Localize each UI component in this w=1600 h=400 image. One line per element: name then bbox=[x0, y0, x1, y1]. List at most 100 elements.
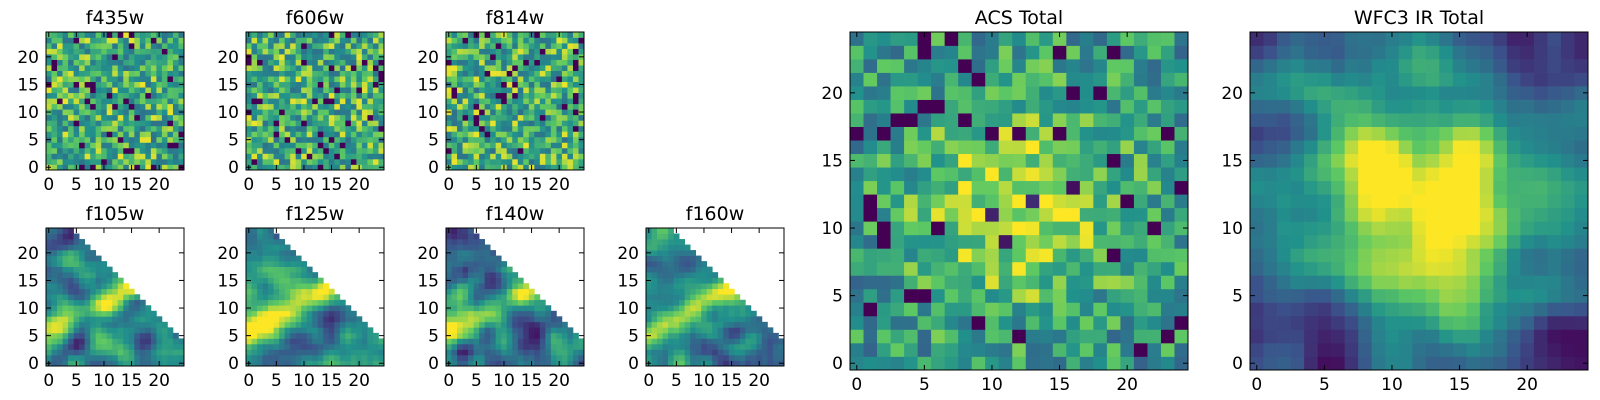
heatmap-cell bbox=[1506, 86, 1521, 100]
heatmap-cell bbox=[306, 43, 313, 49]
heatmap-cell bbox=[490, 59, 497, 66]
heatmap-cell bbox=[1277, 248, 1291, 263]
heatmap-cell bbox=[462, 316, 469, 323]
heatmap-cell bbox=[706, 332, 713, 339]
heatmap-cell bbox=[84, 76, 91, 83]
heatmap-cell bbox=[1344, 315, 1359, 330]
heatmap-cell bbox=[262, 239, 269, 245]
heatmap-cell bbox=[339, 70, 346, 77]
heatmap-cell bbox=[257, 233, 263, 240]
heatmap-cell bbox=[971, 194, 986, 209]
heatmap-cell bbox=[561, 164, 568, 171]
heatmap-cell bbox=[451, 316, 458, 323]
heatmap-cell bbox=[295, 310, 302, 317]
heatmap-cell bbox=[339, 76, 346, 83]
heatmap-cell bbox=[506, 65, 513, 71]
heatmap-cell bbox=[251, 131, 258, 138]
heatmap-cell bbox=[273, 120, 280, 127]
heatmap-cell bbox=[646, 299, 652, 306]
heatmap-cell bbox=[917, 234, 932, 249]
heatmap-cell bbox=[51, 310, 58, 317]
heatmap-cell bbox=[79, 59, 85, 66]
heatmap-cell bbox=[479, 92, 485, 99]
heatmap-cell bbox=[51, 255, 58, 262]
heatmap-cell bbox=[317, 125, 324, 132]
heatmap-cell bbox=[145, 32, 152, 38]
heatmap-cell bbox=[679, 272, 685, 279]
heatmap-cell bbox=[117, 114, 124, 121]
heatmap-cell bbox=[145, 349, 152, 356]
heatmap-cell bbox=[51, 239, 58, 245]
heatmap-cell bbox=[462, 81, 469, 88]
heatmap-cell bbox=[739, 343, 746, 350]
heatmap-cell bbox=[462, 125, 469, 132]
heatmap-cell bbox=[484, 316, 491, 323]
heatmap-cell bbox=[57, 153, 63, 160]
heatmap-cell bbox=[545, 98, 552, 105]
heatmap-cell bbox=[1547, 261, 1562, 276]
heatmap-cell bbox=[95, 354, 102, 361]
heatmap-cell bbox=[139, 316, 146, 323]
x-tick-label: 0 bbox=[243, 371, 254, 391]
heatmap-cell bbox=[706, 266, 713, 273]
heatmap-cell bbox=[550, 136, 557, 143]
heatmap-cell bbox=[646, 266, 652, 273]
heatmap-cell bbox=[1371, 99, 1386, 114]
heatmap-cell bbox=[172, 59, 179, 66]
heatmap-cell bbox=[1452, 248, 1467, 263]
heatmap-cell bbox=[446, 48, 452, 55]
heatmap-cell bbox=[145, 87, 152, 94]
heatmap-cell bbox=[301, 147, 308, 154]
heatmap-cell bbox=[317, 332, 324, 339]
heatmap-cell bbox=[646, 349, 652, 356]
heatmap-cell bbox=[312, 81, 319, 88]
heatmap-cell bbox=[734, 294, 741, 301]
heatmap-cell bbox=[657, 277, 663, 284]
heatmap-cell bbox=[1520, 153, 1535, 168]
heatmap-cell bbox=[1106, 153, 1121, 168]
heatmap-cell bbox=[150, 321, 157, 328]
heatmap-cell bbox=[690, 321, 697, 328]
x-tick-label: 10 bbox=[693, 371, 715, 391]
heatmap-cell bbox=[651, 299, 658, 306]
heatmap-cell bbox=[1574, 86, 1589, 100]
heatmap-cell bbox=[262, 125, 269, 132]
heatmap-cell bbox=[62, 299, 69, 306]
heatmap-cell bbox=[451, 255, 458, 262]
heatmap-cell bbox=[958, 126, 973, 141]
heatmap-cell bbox=[723, 294, 730, 301]
heatmap-cell bbox=[51, 294, 58, 301]
heatmap-cell bbox=[323, 294, 330, 301]
heatmap-cell bbox=[479, 327, 485, 334]
heatmap-cell bbox=[904, 153, 918, 168]
heatmap-cell bbox=[863, 86, 878, 100]
heatmap-cell bbox=[1385, 342, 1400, 357]
heatmap-cell bbox=[106, 37, 113, 44]
heatmap-cell bbox=[985, 302, 1000, 317]
heatmap-cell bbox=[684, 299, 691, 306]
heatmap-cell bbox=[517, 32, 524, 38]
heatmap-cell bbox=[262, 92, 269, 99]
heatmap-cell bbox=[451, 294, 458, 301]
heatmap-cell bbox=[451, 120, 458, 127]
heatmap-cell bbox=[717, 360, 724, 367]
heatmap-cell bbox=[1425, 275, 1440, 290]
heatmap-cell bbox=[106, 114, 113, 121]
heatmap-cell bbox=[457, 109, 463, 116]
heatmap-cell bbox=[561, 120, 568, 127]
heatmap-cell bbox=[90, 338, 97, 345]
heatmap-cell bbox=[328, 316, 335, 323]
heatmap-cell bbox=[1574, 72, 1589, 87]
heatmap-cell bbox=[246, 299, 252, 306]
f125w-title: f125w bbox=[286, 203, 345, 225]
heatmap-cell bbox=[62, 305, 69, 312]
heatmap-cell bbox=[268, 109, 274, 116]
heatmap-cell bbox=[161, 125, 168, 132]
heatmap-cell bbox=[73, 255, 80, 262]
heatmap-cell bbox=[295, 305, 302, 312]
heatmap-cell bbox=[1547, 86, 1562, 100]
heatmap-cell bbox=[495, 343, 502, 350]
heatmap-cell bbox=[251, 250, 258, 256]
heatmap-cell bbox=[46, 239, 52, 245]
heatmap-cell bbox=[462, 32, 469, 38]
